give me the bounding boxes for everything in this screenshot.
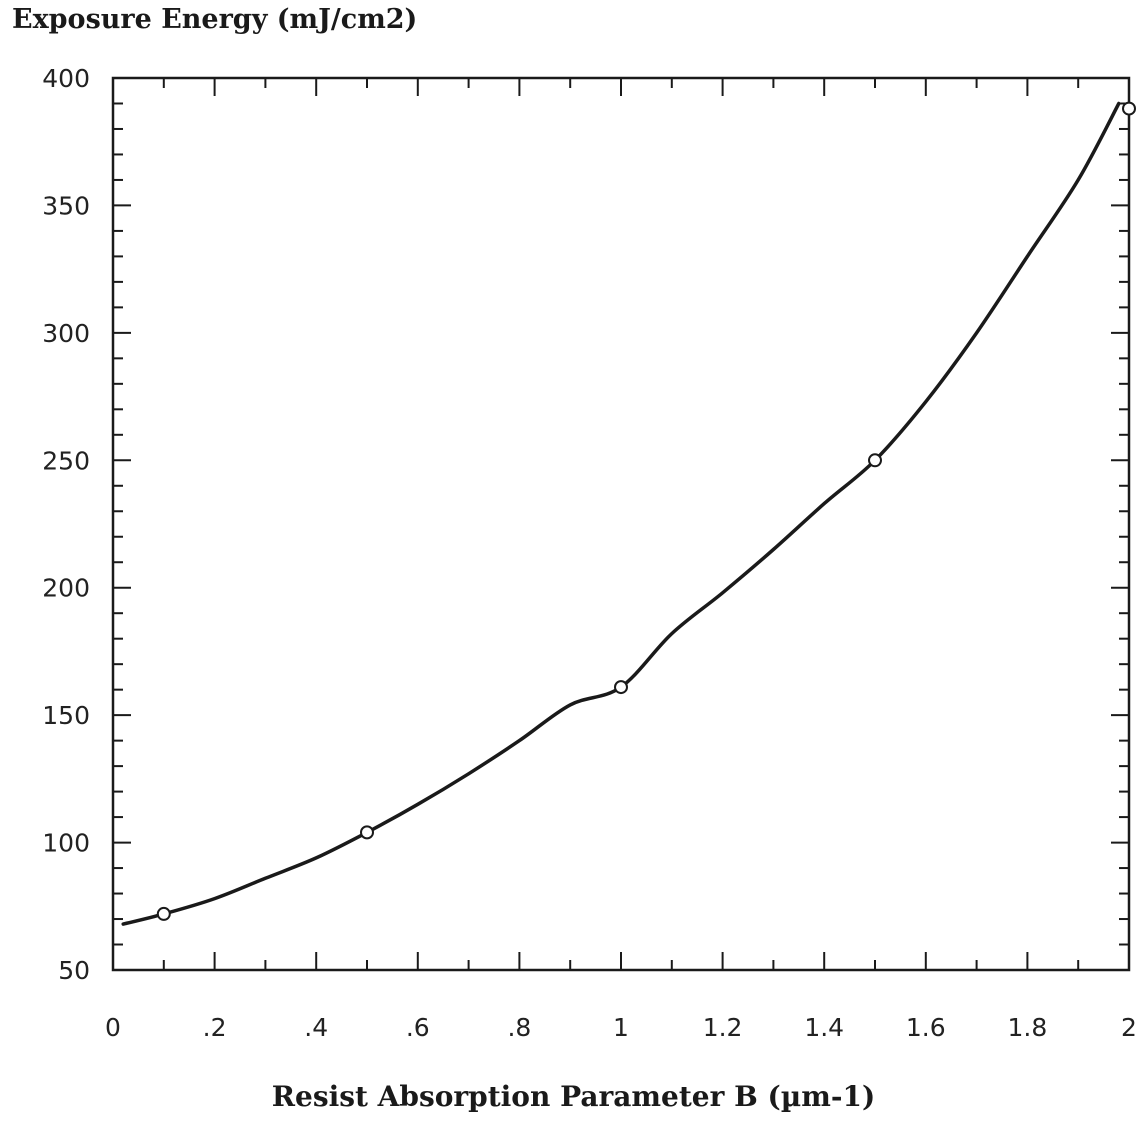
data-point [156,906,171,921]
x-tick-label: .4 [304,1013,328,1042]
y-tick-label: 150 [42,701,90,730]
y-tick-label: 100 [42,829,90,858]
y-tick-label: 300 [42,319,90,348]
x-tick-label: 1.6 [906,1013,946,1042]
x-tick-label: 2 [1121,1013,1137,1042]
x-axis-title: Resist Absorption Parameter B (µm-1) [271,1080,876,1113]
x-tick-label: 1 [613,1013,629,1042]
plot-frame [111,76,1131,972]
data-point [614,680,628,695]
data-point [360,825,374,840]
tick-labels-layer: 0.2.4.6.8 1 1.2 1.4 1.6 1.8 250100150200250300… [42,64,1137,1042]
data-point [868,453,882,468]
fit-line [121,101,1121,926]
x-tick-label: .8 [507,1013,531,1042]
y-tick-label: 50 [58,956,90,985]
ticks-layer [112,77,1130,971]
x-tick-label: 1.4 [804,1013,844,1042]
y-axis-title: Exposure Energy (mJ/cm2) [12,4,418,35]
x-tick-label: 0 [105,1013,121,1042]
y-tick-label: 200 [42,574,90,603]
y-tick-label: 400 [42,64,90,93]
y-tick-label: 350 [42,191,90,220]
x-tick-label: .2 [203,1013,227,1042]
x-tick-label: 1.8 [1008,1013,1048,1042]
data-points [156,101,1136,921]
x-tick-label: .6 [406,1013,430,1042]
y-tick-label: 250 [42,446,90,475]
data-point [1122,101,1136,116]
x-tick-label: 1.2 [703,1013,743,1042]
